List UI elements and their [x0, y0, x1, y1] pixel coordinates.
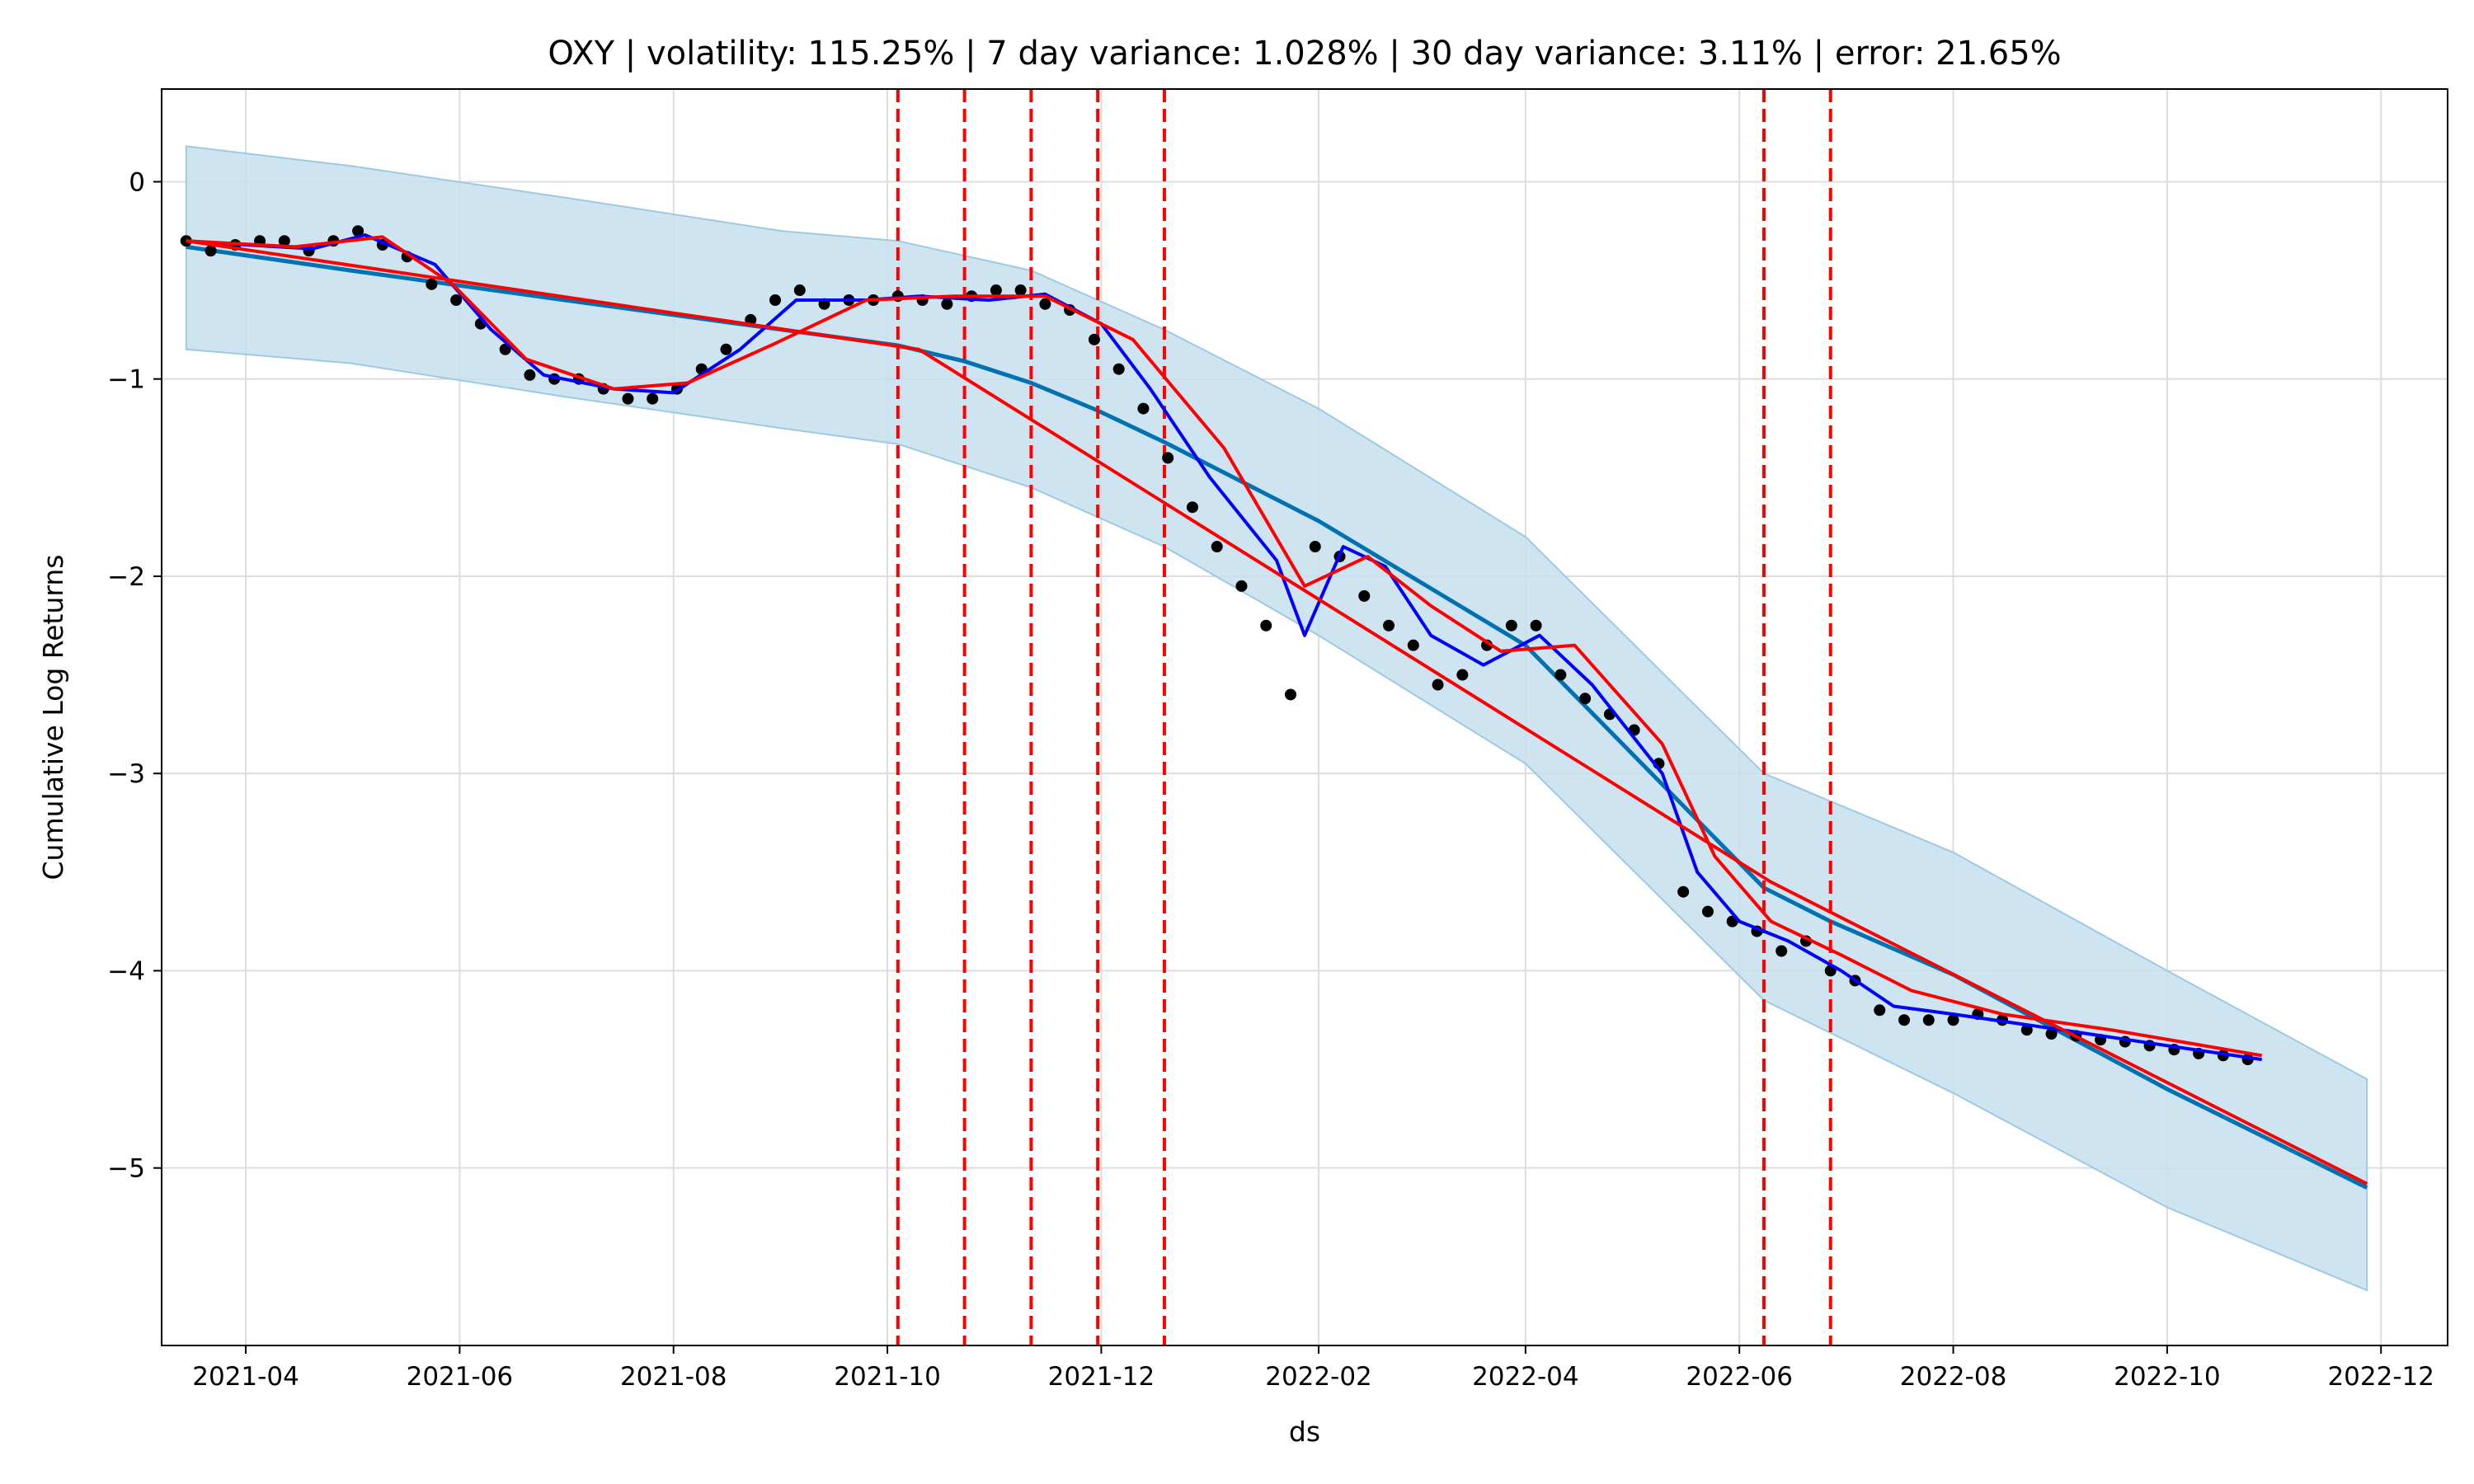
x-tick-label: 2021-04: [192, 1362, 299, 1392]
observed-point: [1677, 885, 1690, 898]
chart-title: OXY | volatility: 115.25% | 7 day varian…: [548, 35, 2061, 73]
observed-point: [1383, 619, 1395, 632]
observed-point: [769, 294, 782, 306]
observed-point: [2045, 1027, 2058, 1040]
observed-point: [990, 284, 1002, 297]
observed-point: [1112, 363, 1125, 375]
observed-point: [1947, 1014, 1959, 1026]
observed-point: [499, 343, 511, 355]
y-tick-label: −3: [107, 759, 145, 789]
observed-point: [1260, 619, 1272, 632]
y-tick-label: −2: [107, 562, 145, 592]
observed-point: [793, 284, 806, 297]
observed-point: [352, 225, 365, 237]
series-line-2: [186, 239, 2368, 1186]
observed-point: [1554, 669, 1567, 681]
y-tick-label: −5: [107, 1154, 145, 1184]
observed-point: [1088, 333, 1100, 345]
observed-point: [1358, 589, 1371, 602]
y-tick-label: −1: [107, 365, 145, 395]
forecast-uncertainty-band: [185, 145, 2368, 1292]
observed-point: [1235, 580, 1248, 592]
observed-point: [1701, 905, 1714, 918]
moving-average-layer: [186, 233, 2368, 1186]
observed-point: [2020, 1024, 2033, 1036]
observed-point: [1579, 693, 1592, 705]
x-tick-label: 2022-04: [1472, 1362, 1579, 1392]
observed-point: [1186, 501, 1198, 514]
y-tick-label: 0: [129, 167, 145, 197]
forecast-band: [185, 145, 2368, 1292]
series-line-0: [186, 233, 2262, 1062]
observed-point: [1874, 1004, 1886, 1017]
observed-point: [720, 343, 732, 355]
x-tick-label: 2021-06: [407, 1362, 514, 1392]
x-tick-label: 2021-08: [620, 1362, 727, 1392]
observed-point: [941, 298, 953, 310]
observed-point: [1432, 679, 1444, 691]
x-tick-label: 2022-08: [1900, 1362, 2007, 1392]
x-tick-label: 2022-06: [1686, 1362, 1793, 1392]
observed-point: [1309, 541, 1321, 553]
observed-point: [1162, 452, 1174, 464]
observed-point: [1039, 298, 1051, 310]
observed-point: [647, 392, 659, 405]
x-tick-label: 2021-10: [834, 1362, 941, 1392]
x-tick-label: 2022-12: [2327, 1362, 2434, 1392]
observed-point: [1211, 541, 1223, 553]
observed-point: [180, 235, 192, 247]
observed-point: [1898, 1014, 1911, 1026]
observed-point: [622, 392, 634, 405]
x-tick-label: 2022-02: [1265, 1362, 1372, 1392]
forecast-line: [186, 244, 2368, 1190]
y-tick-label: −4: [107, 956, 145, 986]
observed-point: [450, 294, 463, 306]
series-line-1: [186, 235, 2263, 1058]
x-tick-label: 2021-12: [1048, 1362, 1155, 1392]
x-axis-title: ds: [1289, 1416, 1320, 1448]
x-axis: 2021-04 2021-06 2021-08 2021-10 2021-12 2022-…: [192, 1345, 2434, 1392]
observed-point: [1456, 669, 1469, 681]
plot-frame: [161, 88, 2448, 1346]
observed-point: [1776, 945, 1788, 957]
observed-point: [1530, 619, 1542, 632]
y-axis-title: Cumulative Log Returns: [37, 555, 69, 881]
observed-point: [1284, 688, 1296, 701]
observed-point: [278, 235, 290, 247]
observed-point: [205, 245, 217, 257]
forecast-line-layer: [186, 244, 2368, 1190]
observed-point: [524, 369, 536, 381]
observed-point: [1505, 619, 1517, 632]
observed-point: [1137, 402, 1150, 415]
y-axis: 0 −1 −2 −3 −4 −5: [107, 167, 162, 1184]
observed-point: [1407, 639, 1419, 651]
observed-point: [1014, 284, 1027, 297]
observed-point: [1922, 1014, 1935, 1026]
observed-point: [426, 278, 438, 290]
observed-points: [180, 225, 2254, 1066]
x-tick-label: 2022-10: [2114, 1362, 2221, 1392]
